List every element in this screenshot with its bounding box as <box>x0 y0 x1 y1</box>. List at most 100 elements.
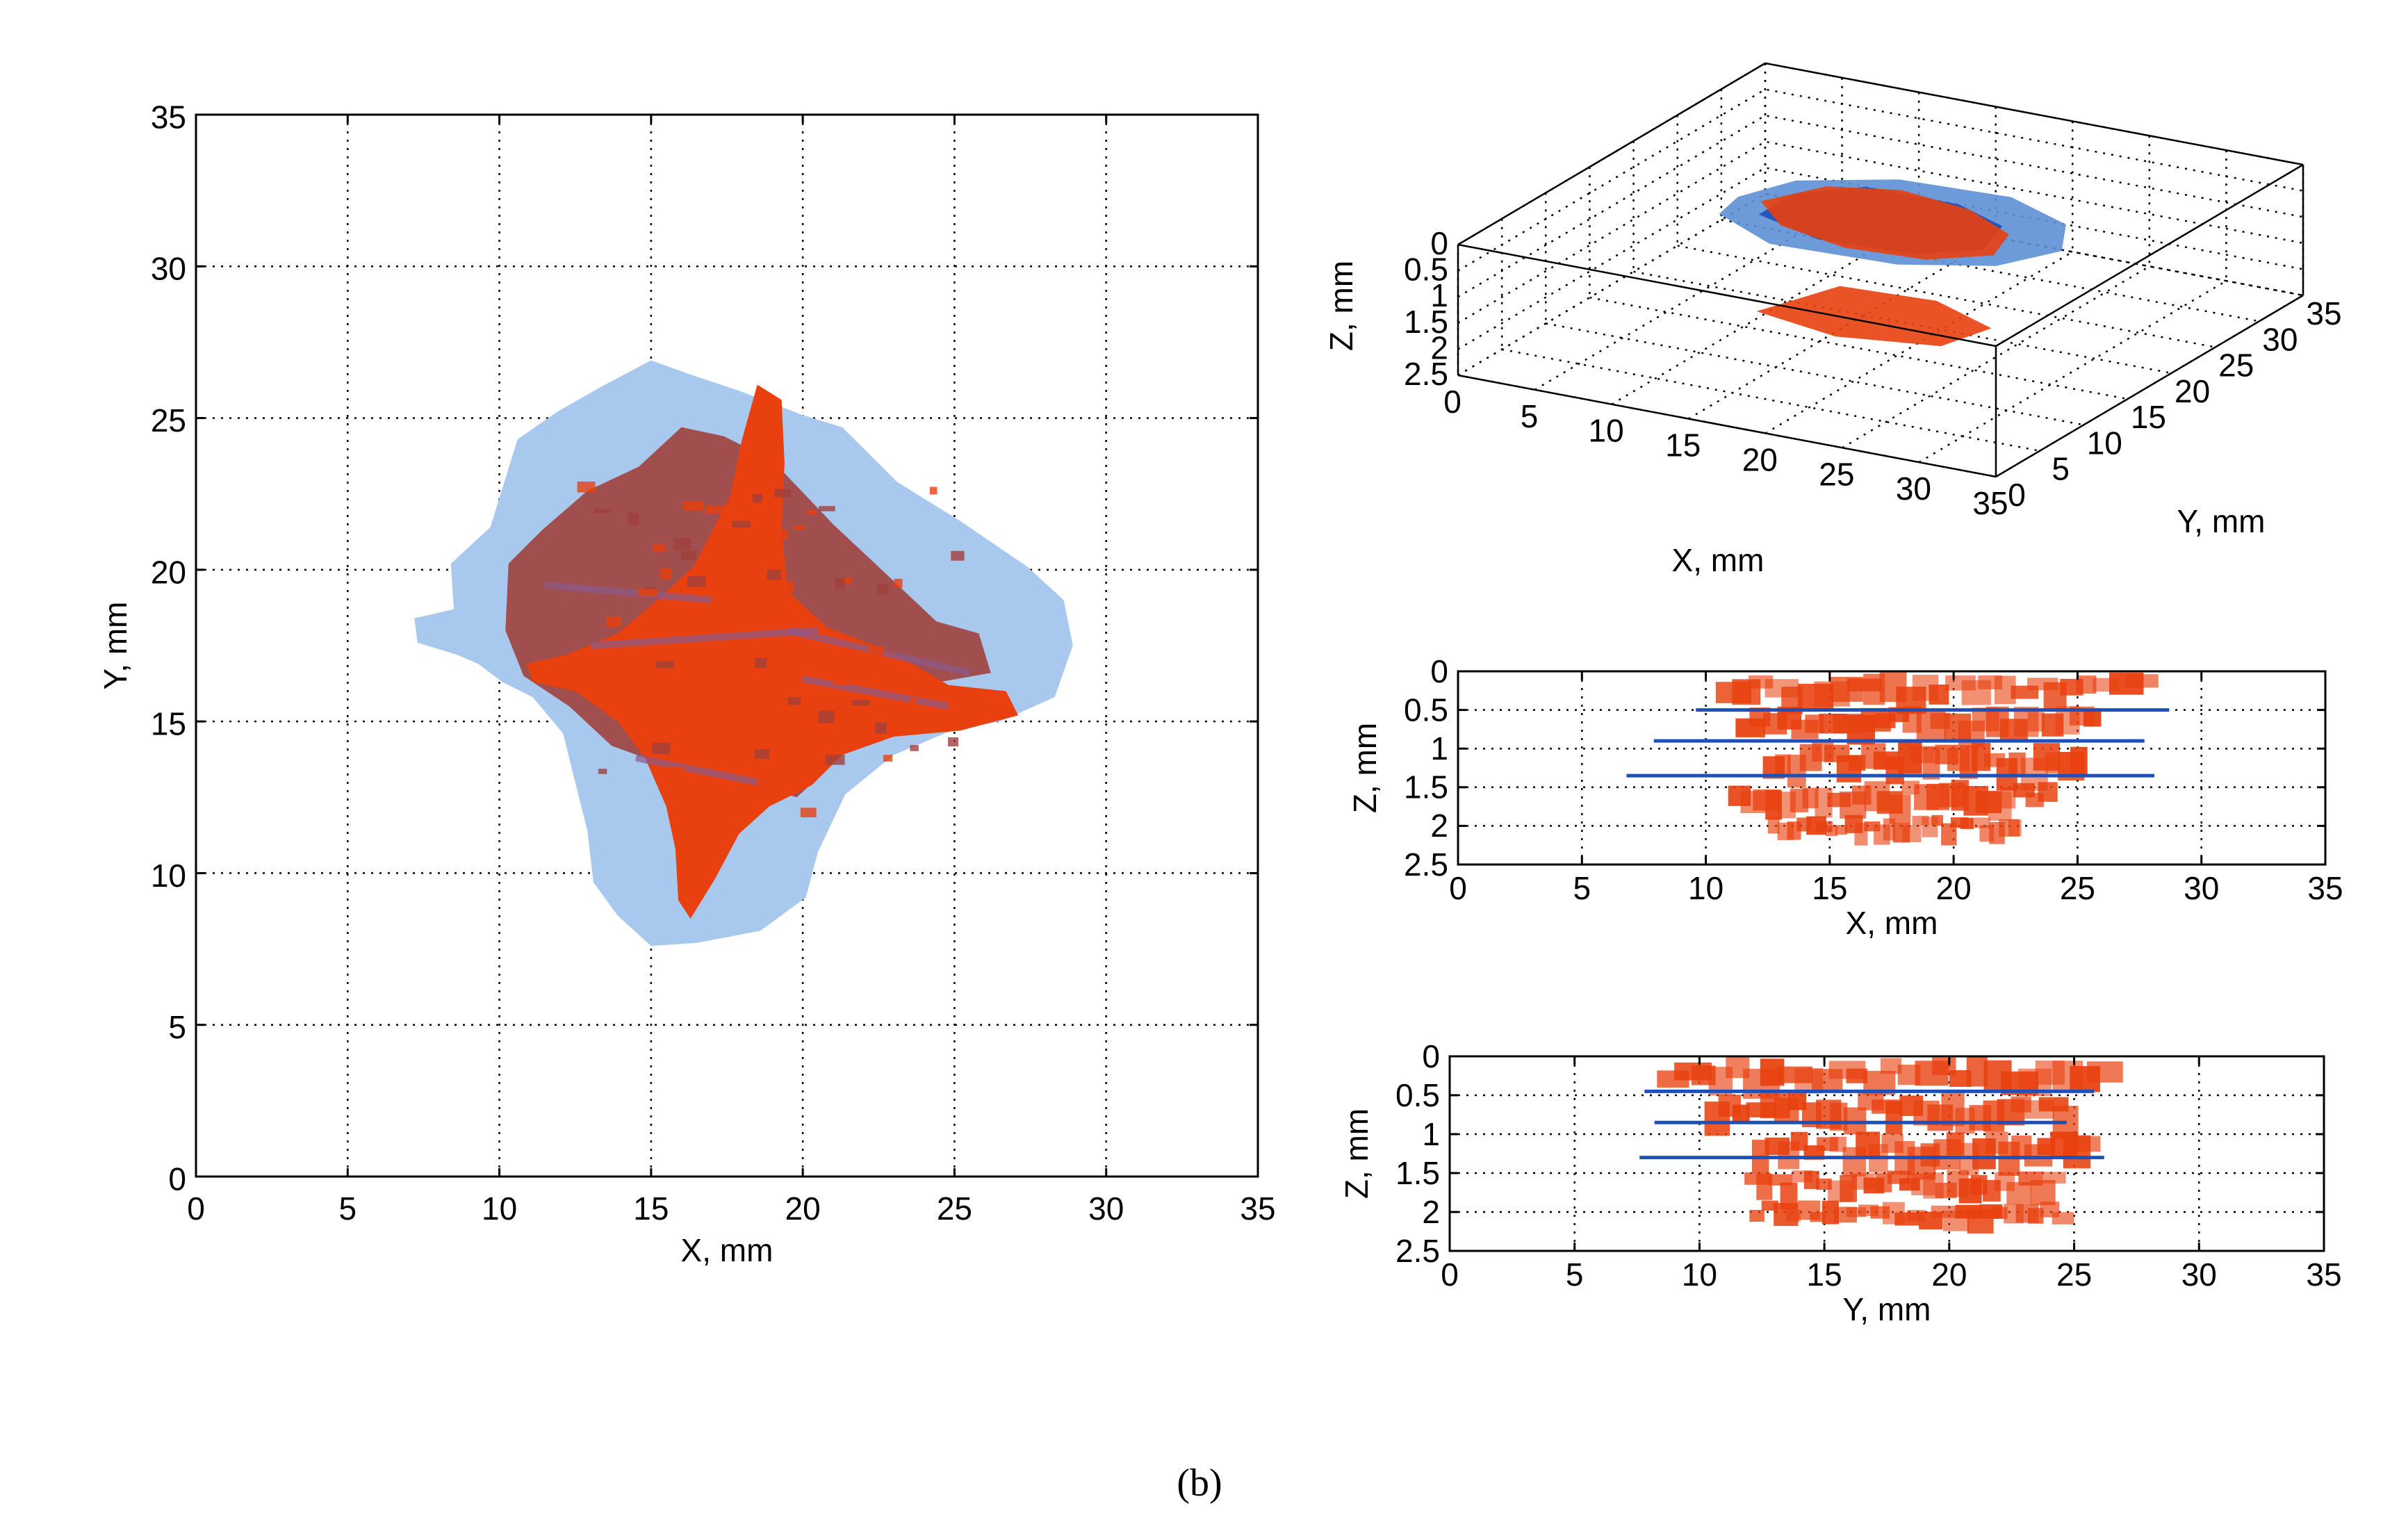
damage-layer-segment <box>2008 819 2022 836</box>
y-tick-label: 20 <box>151 554 186 590</box>
y-tick-label: 10 <box>151 858 186 894</box>
damage-speck <box>883 755 893 762</box>
damage-speck <box>759 487 773 498</box>
y-axis-label: Z, mm <box>1347 723 1383 813</box>
x-tick-label: 10 <box>482 1190 517 1227</box>
y-tick-label: 30 <box>2262 321 2298 357</box>
x-tick-label: 35 <box>2306 1256 2341 1293</box>
damage-speck <box>877 583 889 595</box>
damage-speck <box>875 722 887 735</box>
damage-speck <box>910 697 917 707</box>
x-tick-label: 25 <box>2060 870 2095 906</box>
y-tick-label: 0.5 <box>1395 1077 1440 1113</box>
y-axis-label: Y, mm <box>2177 503 2266 539</box>
damage-layer-segment <box>1803 1170 1819 1189</box>
y-axis-label: Y, mm <box>97 602 133 690</box>
damage-layer-segment <box>1775 754 1791 778</box>
z-tick-label: 2 <box>1430 329 1448 366</box>
damage-speck <box>818 710 835 723</box>
damage-layer-segment <box>1785 1210 1801 1222</box>
x-tick-label: 20 <box>785 1190 821 1227</box>
y-tick-label: 30 <box>151 251 186 287</box>
3d-view-plot: 0 5 10 15 20 25 30 35 0510152025303500.511.522.5… <box>1323 62 2342 578</box>
damage-speck <box>700 687 711 694</box>
figure-caption: (b) <box>1177 1461 1222 1505</box>
3d-box-edge <box>1457 62 1766 246</box>
damage-speck <box>652 742 671 755</box>
damage-speck <box>655 661 675 669</box>
x-tick-label: 35 <box>2307 870 2343 906</box>
damage-speck <box>835 578 845 589</box>
z-tick-label: 1 <box>1430 277 1448 313</box>
damage-speck <box>951 550 965 561</box>
damage-streak <box>544 581 712 604</box>
damage-layer-segment <box>2006 1181 2031 1205</box>
3d-grid-line <box>1457 192 1766 377</box>
y-tick-label: 1.5 <box>1395 1155 1440 1191</box>
y-tick-label: 0 <box>1430 653 1448 689</box>
damage-layer-segment <box>1749 1210 1765 1222</box>
x-axis-label: Y, mm <box>1843 1291 1931 1327</box>
x-tick-label: 10 <box>1682 1256 1717 1293</box>
y-tick-label: 0.5 <box>1404 691 1448 728</box>
damage-speck <box>833 679 850 686</box>
y-tick-label: 35 <box>2306 295 2341 331</box>
y-axis-label: Z, mm <box>1338 1108 1375 1199</box>
damage-speck <box>862 737 871 742</box>
damage-speck <box>683 501 704 511</box>
damage-layer-segment <box>1815 1178 1832 1190</box>
damage-speck <box>793 525 805 530</box>
x-tick-label: 30 <box>2184 870 2219 906</box>
z-tick-label: 0 <box>1430 225 1448 261</box>
damage-speck <box>754 748 769 759</box>
damage-streak <box>590 627 819 649</box>
damage-layer-segment <box>1949 1070 1972 1087</box>
damage-speck <box>598 769 607 774</box>
damage-speck <box>840 578 853 584</box>
damage-speck <box>774 489 792 498</box>
damage-speck <box>875 705 890 714</box>
y-tick-label: 25 <box>151 402 186 439</box>
damage-layer-segment <box>2000 787 2016 809</box>
axes-frame <box>1457 670 2327 866</box>
x-tick-label: 30 <box>1088 1190 1124 1227</box>
3d-grid-line <box>1765 251 2073 434</box>
y-tick-label: 2 <box>1430 808 1448 844</box>
damage-layer-segment <box>1883 818 1896 841</box>
damage-layer-segment <box>2070 746 2088 776</box>
damage-speck <box>800 808 817 818</box>
damage-speck <box>681 550 697 561</box>
3d-box-edge <box>1995 294 2304 478</box>
x-tick-label: 0 <box>1441 1256 1459 1293</box>
x-tick-label: 5 <box>1566 1256 1584 1293</box>
damage-speck <box>718 673 739 681</box>
damage-speck <box>879 666 895 676</box>
y-tick-label: 0 <box>2008 477 2026 513</box>
damage-layer-segment <box>2076 1136 2101 1152</box>
y-tick-label: 2.5 <box>1395 1233 1440 1269</box>
z-tick-label: 2.5 <box>1404 356 1448 392</box>
x-tick-label: 15 <box>633 1190 669 1227</box>
y-tick-label: 1 <box>1430 730 1448 767</box>
damage-speck <box>929 486 938 495</box>
damage-speck <box>924 707 933 720</box>
3d-grid-line <box>1688 236 1997 420</box>
damage-speck <box>772 529 788 540</box>
x-tick-label: 5 <box>338 1190 357 1227</box>
damage-layer-segment <box>1881 1058 1902 1074</box>
damage-speck <box>948 737 958 747</box>
x-tick-label: 25 <box>937 1190 972 1227</box>
damage-layer-segment <box>1802 787 1819 809</box>
3d-box-edge <box>1995 163 2304 347</box>
y-tick-label: 15 <box>2131 399 2166 435</box>
damage-speck <box>787 697 801 705</box>
axes-frame <box>195 113 1259 1178</box>
y-tick-label: 1.5 <box>1404 769 1448 805</box>
y-tick-label: 5 <box>168 1009 186 1045</box>
damage-speck <box>755 657 767 669</box>
x-tick-label: 30 <box>2181 1256 2217 1293</box>
damage-layer-segment <box>1825 825 1837 837</box>
damage-layer-segment <box>1846 1068 1868 1083</box>
damage-region-orange_red <box>526 384 1019 919</box>
